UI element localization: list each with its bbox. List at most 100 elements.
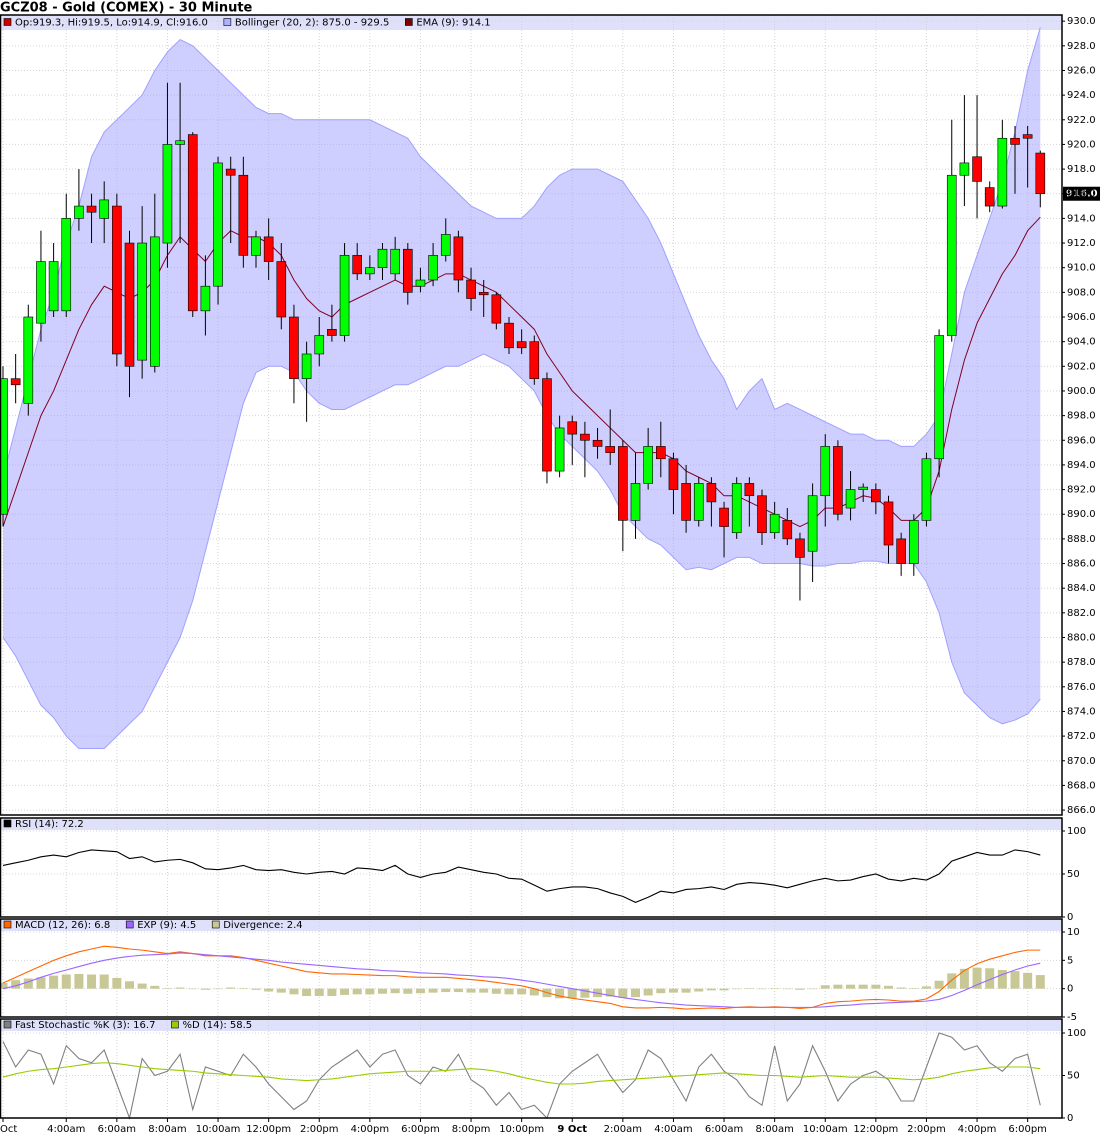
legend-swatch	[125, 920, 134, 929]
y-tick-label: 910.0	[1067, 263, 1096, 274]
candle-body	[150, 236, 160, 367]
candle-body	[225, 168, 236, 176]
divergence-bar	[264, 988, 274, 992]
divergence-bar	[668, 988, 678, 993]
y-tick-label: 868.0	[1067, 780, 1096, 791]
divergence-bar	[428, 988, 438, 993]
series-line	[2, 952, 1041, 1008]
legend-label: EMA (9): 914.1	[416, 18, 490, 29]
divergence-bar	[11, 980, 21, 989]
divergence-bar	[921, 986, 931, 989]
divergence-bar	[934, 980, 944, 989]
candle-body	[491, 294, 502, 324]
divergence-bar	[529, 988, 539, 996]
divergence-bar	[871, 984, 881, 989]
legend-label: Op:919.3, Hi:919.5, Lo:914.9, Cl:916.0	[15, 18, 208, 29]
candle-body	[554, 427, 565, 472]
legend-strip	[0, 15, 1062, 30]
divergence-bar	[238, 988, 248, 989]
divergence-bar	[947, 973, 957, 989]
candle-body	[997, 137, 1008, 207]
y-tick-label: 908.0	[1067, 287, 1096, 298]
candle-body	[428, 255, 438, 281]
candle-body	[213, 162, 223, 287]
y-tick-label: 886.0	[1067, 559, 1096, 570]
candle-body	[934, 335, 944, 460]
divergence-bar	[681, 988, 691, 993]
y-tick-label: -5	[1067, 1012, 1077, 1023]
legend-label: EXP (9): 4.5	[137, 920, 196, 931]
candle-body	[807, 495, 818, 552]
bollinger-band	[3, 27, 1041, 749]
candle-body	[592, 439, 603, 447]
candle-body	[731, 483, 742, 534]
x-tick-label: 2:00pm	[300, 1124, 339, 1135]
divergence-bar	[972, 967, 982, 989]
y-tick-label: 874.0	[1067, 706, 1096, 717]
y-tick-label: 872.0	[1067, 731, 1096, 742]
divergence-bar	[1035, 975, 1045, 989]
divergence-bar	[112, 977, 122, 989]
divergence-bar	[365, 988, 375, 995]
x-tick-label: 6:00am	[98, 1124, 136, 1135]
legend-label: Fast Stochastic %K (3): 16.7	[15, 1020, 155, 1031]
legend-label: RSI (14): 72.2	[15, 819, 84, 830]
candle-body	[580, 433, 590, 441]
legend-swatch	[3, 920, 12, 929]
y-tick-label: 50	[1067, 869, 1080, 880]
x-tick-label: 10:00am	[196, 1124, 241, 1135]
candle-body	[706, 483, 717, 503]
divergence-bar	[314, 988, 324, 997]
bollinger-lower	[2, 353, 1041, 749]
divergence-bar	[125, 981, 134, 989]
x-tick-label: 9 Oct	[557, 1124, 587, 1135]
candle-body	[251, 236, 261, 256]
candle-body	[99, 199, 109, 219]
divergence-bar	[213, 988, 223, 990]
x-tick-label: 2:00am	[604, 1124, 642, 1135]
candle-body	[618, 446, 628, 521]
divergence-bar	[770, 988, 780, 989]
divergence-bar	[732, 988, 742, 990]
candle-body	[478, 292, 489, 296]
y-tick-label: 918.0	[1067, 164, 1096, 175]
candle-body	[668, 458, 679, 490]
candle-body	[48, 261, 59, 312]
candle-body	[289, 316, 299, 379]
x-tick-label: 2:00pm	[907, 1124, 946, 1135]
y-tick-label: 896.0	[1067, 435, 1096, 446]
y-tick-label: 866.0	[1067, 805, 1096, 816]
divergence-bar	[909, 988, 919, 989]
legend-swatch	[223, 18, 232, 26]
divergence-bar	[795, 988, 805, 990]
y-tick-label: 920.0	[1067, 139, 1096, 150]
divergence-bar	[618, 988, 628, 998]
y-tick-label: 5	[1067, 955, 1073, 966]
divergence-bar	[1010, 971, 1020, 989]
x-tick-label: 8:00am	[755, 1124, 793, 1135]
panel-border	[0, 817, 1063, 918]
y-tick-label: 892.0	[1067, 485, 1096, 496]
divergence-bar	[0, 983, 8, 989]
candle-body	[1010, 137, 1020, 145]
candle-body	[719, 507, 729, 527]
divergence-bar	[150, 985, 160, 989]
candle-body	[1022, 134, 1033, 139]
x-tick-label: 8:00am	[148, 1124, 186, 1135]
legend-strip	[0, 919, 1062, 931]
y-tick-label: 888.0	[1067, 534, 1096, 545]
candle-body	[858, 486, 869, 490]
divergence-bar	[504, 988, 514, 995]
divergence-bar	[555, 988, 565, 999]
y-tick-label: 884.0	[1067, 583, 1096, 594]
divergence-bar	[631, 988, 640, 998]
candle-body	[61, 218, 72, 312]
y-tick-label: 0	[1067, 984, 1073, 995]
divergence-bar	[441, 988, 451, 993]
x-tick-label: 4:00am	[47, 1124, 85, 1135]
candle-body	[769, 513, 780, 534]
candle-body	[453, 236, 464, 281]
panel-border	[0, 918, 1063, 1018]
divergence-bar	[985, 968, 995, 989]
y-tick-label: 100	[1067, 1028, 1086, 1039]
